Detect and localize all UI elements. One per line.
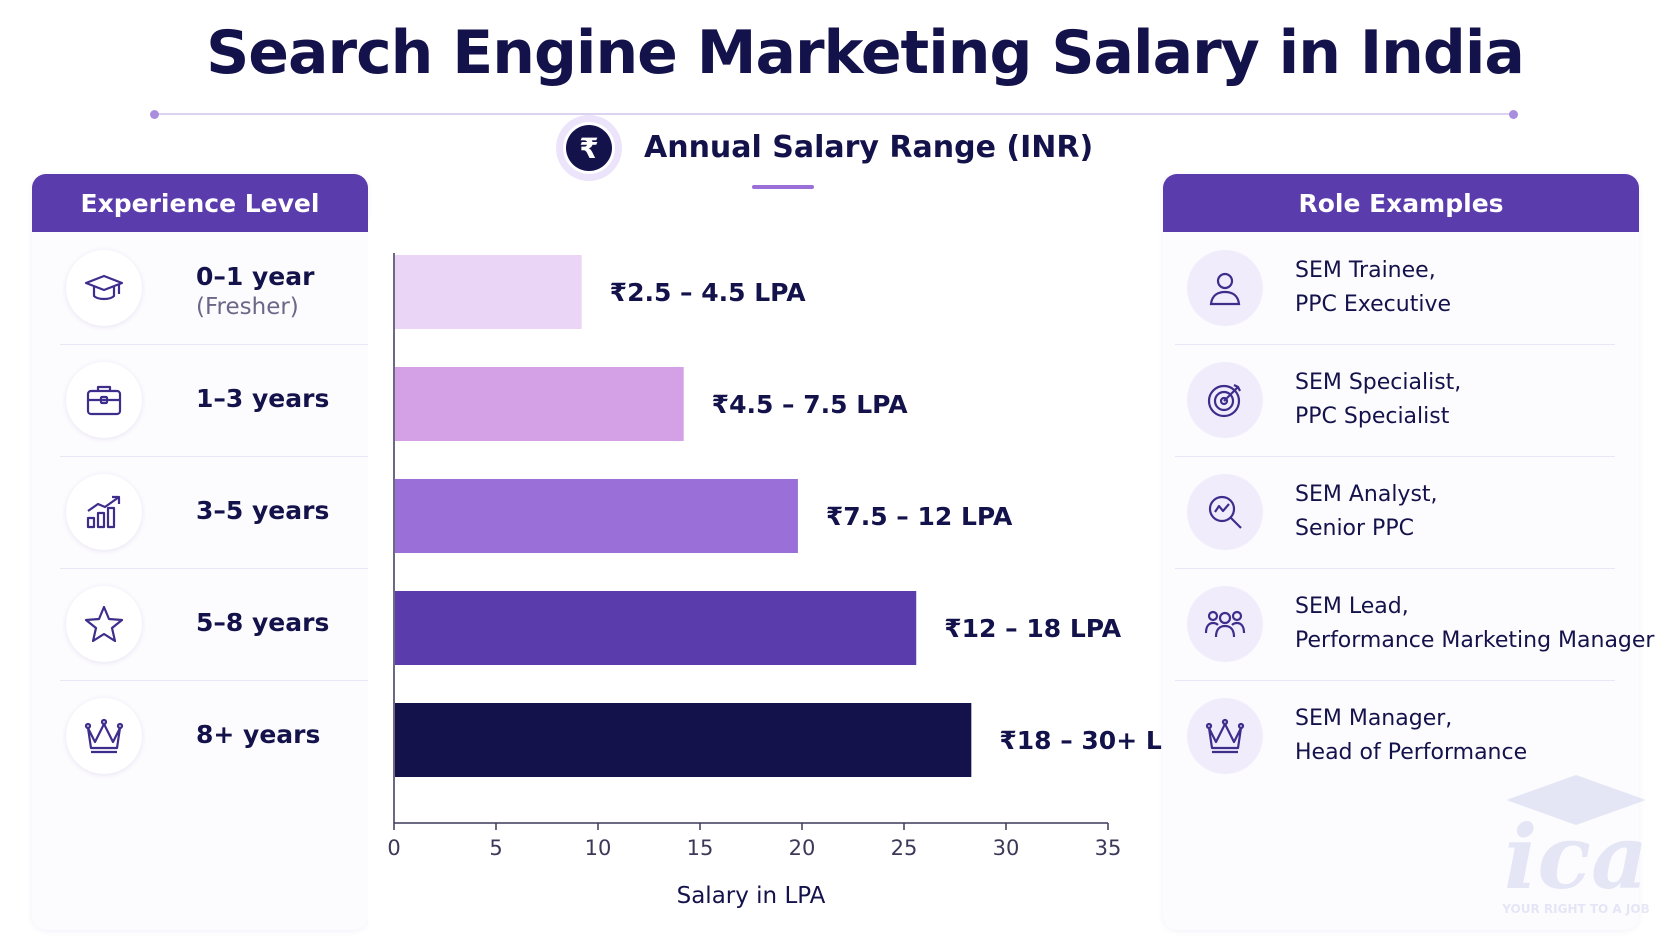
role-title: SEM Specialist, bbox=[1295, 370, 1462, 395]
role-row: SEM Trainee, PPC Executive bbox=[1175, 232, 1615, 345]
x-tick-label: 30 bbox=[993, 836, 1020, 860]
experience-label: 3–5 years bbox=[196, 496, 330, 525]
experience-row: 3–5 years bbox=[60, 456, 368, 569]
experience-header: Experience Level bbox=[32, 174, 368, 232]
experience-label: 0–1 year bbox=[196, 262, 315, 291]
x-tick-label: 5 bbox=[489, 836, 502, 860]
title-divider bbox=[157, 113, 1513, 115]
briefcase-icon bbox=[66, 362, 142, 438]
salary-bar-chart: ₹2.5 – 4.5 LPA ₹4.5 – 7.5 LPA ₹7.5 – 12 LP… bbox=[387, 253, 1163, 909]
bar-value-label: ₹12 – 18 LPA bbox=[944, 614, 1122, 643]
role-row: SEM Lead, Performance Marketing Manager bbox=[1175, 568, 1654, 681]
user-icon bbox=[1187, 250, 1263, 326]
role-row: SEM Manager, Head of Performance bbox=[1175, 680, 1615, 792]
growth-chart-icon bbox=[66, 474, 142, 550]
x-tick-label: 15 bbox=[687, 836, 714, 860]
page-title: Search Engine Marketing Salary in India bbox=[206, 18, 1525, 88]
analytics-search-icon bbox=[1187, 474, 1263, 550]
role-title: SEM Lead, bbox=[1295, 594, 1409, 619]
experience-label: 5–8 years bbox=[196, 608, 330, 637]
salary-bar bbox=[395, 591, 917, 665]
experience-row: 0–1 year (Fresher) bbox=[60, 232, 368, 345]
target-icon bbox=[1187, 362, 1263, 438]
subtitle-underline bbox=[752, 185, 814, 189]
salary-bar bbox=[395, 479, 798, 553]
role-title-secondary: Senior PPC bbox=[1295, 516, 1414, 541]
ica-logo-watermark: ica YOUR RIGHT TO A JOB bbox=[1501, 775, 1650, 916]
x-tick-label: 0 bbox=[387, 836, 400, 860]
x-tick-label: 25 bbox=[891, 836, 918, 860]
role-title: SEM Manager, bbox=[1295, 706, 1453, 731]
team-icon bbox=[1187, 586, 1263, 662]
experience-label: 8+ years bbox=[196, 720, 321, 749]
bar-value-label: ₹18 – 30+ LPA bbox=[999, 726, 1163, 755]
bar-value-label: ₹4.5 – 7.5 LPA bbox=[712, 390, 909, 419]
svg-text:ica: ica bbox=[1504, 805, 1648, 909]
x-axis-title: Salary in LPA bbox=[677, 883, 826, 909]
experience-sublabel: (Fresher) bbox=[196, 294, 299, 320]
role-title-secondary: Head of Performance bbox=[1295, 740, 1528, 765]
experience-row: 5–8 years bbox=[60, 568, 368, 681]
salary-bar bbox=[395, 367, 684, 441]
role-title: SEM Trainee, bbox=[1295, 258, 1436, 283]
salary-bar bbox=[395, 255, 582, 329]
x-tick-label: 35 bbox=[1095, 836, 1122, 860]
role-title: SEM Analyst, bbox=[1295, 482, 1438, 507]
crown-icon bbox=[66, 698, 142, 774]
roles-header: Role Examples bbox=[1163, 174, 1639, 232]
roles-panel: Role Examples SEM Trainee, PPC Executive… bbox=[1163, 174, 1654, 930]
salary-bar bbox=[395, 703, 972, 777]
chart-subtitle: Annual Salary Range (INR) bbox=[644, 130, 1094, 165]
experience-row: 1–3 years bbox=[60, 344, 368, 457]
role-title-secondary: PPC Executive bbox=[1295, 292, 1451, 317]
role-row: SEM Specialist, PPC Specialist bbox=[1175, 344, 1615, 457]
x-tick-label: 10 bbox=[585, 836, 612, 860]
role-row: SEM Analyst, Senior PPC bbox=[1175, 456, 1615, 569]
bar-value-label: ₹2.5 – 4.5 LPA bbox=[610, 278, 807, 307]
graduation-cap-icon bbox=[66, 250, 142, 326]
experience-panel: Experience Level 0–1 year (Fresher) 1–3 … bbox=[32, 174, 368, 930]
star-icon bbox=[66, 586, 142, 662]
title-divider-dot-right bbox=[1509, 110, 1518, 119]
bar-value-label: ₹7.5 – 12 LPA bbox=[826, 502, 1013, 531]
title-divider-dot-left bbox=[150, 110, 159, 119]
experience-row: 8+ years bbox=[60, 680, 368, 792]
rupee-icon: ₹ bbox=[556, 115, 622, 181]
role-title-secondary: Performance Marketing Manager bbox=[1295, 628, 1655, 653]
watermark-tagline: YOUR RIGHT TO A JOB bbox=[1501, 902, 1649, 916]
x-tick-label: 20 bbox=[789, 836, 816, 860]
salary-chart: ₹2.5 – 4.5 LPA ₹4.5 – 7.5 LPA ₹7.5 – 12 LP… bbox=[368, 215, 1163, 930]
role-title-secondary: PPC Specialist bbox=[1295, 404, 1450, 429]
crown-icon bbox=[1187, 698, 1263, 774]
experience-label: 1–3 years bbox=[196, 384, 330, 413]
